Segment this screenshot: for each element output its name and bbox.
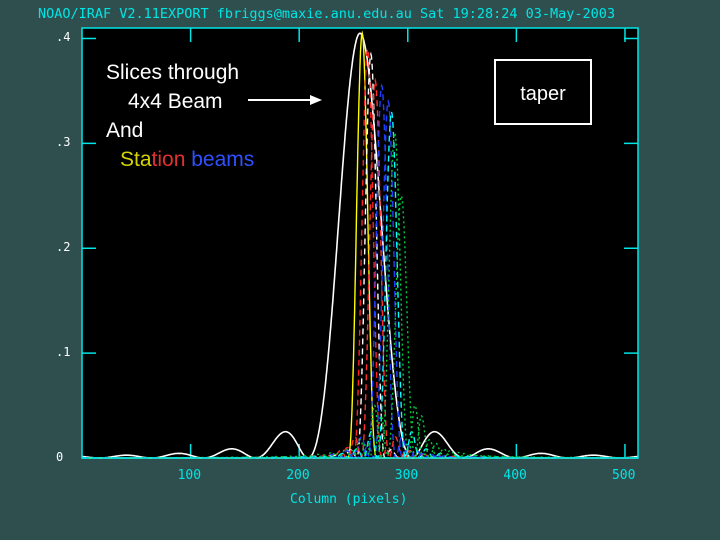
- y-tick-label: .3: [56, 135, 71, 150]
- annotation-part-1: Sta: [120, 148, 152, 171]
- annotation-line-3: And: [106, 119, 144, 142]
- x-axis-label: Column (pixels): [290, 492, 408, 507]
- y-tick-label: .2: [56, 240, 71, 255]
- window-title: NOAO/IRAF V2.11EXPORT fbriggs@maxie.anu.…: [38, 6, 616, 22]
- plot-frame: [81, 27, 639, 459]
- y-tick-label: .1: [56, 345, 71, 360]
- annotation-part-2: tion: [151, 148, 192, 171]
- annotation-arrow: [248, 95, 322, 105]
- beam-curve-0: [81, 32, 639, 459]
- annotation-line-2: 4x4 Beam: [128, 90, 223, 113]
- x-tick-label: 200: [286, 468, 310, 483]
- taper-label-box: taper: [494, 59, 592, 125]
- y-tick-label: 0: [56, 450, 64, 464]
- x-tick-label: 300: [394, 468, 419, 483]
- x-tick-label: 100: [177, 468, 202, 483]
- slice-annotation: Slices through 4x4 Beam And Station beam…: [106, 58, 254, 174]
- x-tick-label: 400: [503, 468, 527, 483]
- annotation-line-1: Slices through: [106, 61, 240, 84]
- beam-curve-8: [82, 130, 639, 460]
- annotation-part-3: beams: [191, 148, 255, 171]
- y-tick-label: .4: [56, 30, 71, 45]
- annotation-line-4: Station beams: [106, 145, 254, 174]
- x-tick-label: 500: [611, 468, 636, 483]
